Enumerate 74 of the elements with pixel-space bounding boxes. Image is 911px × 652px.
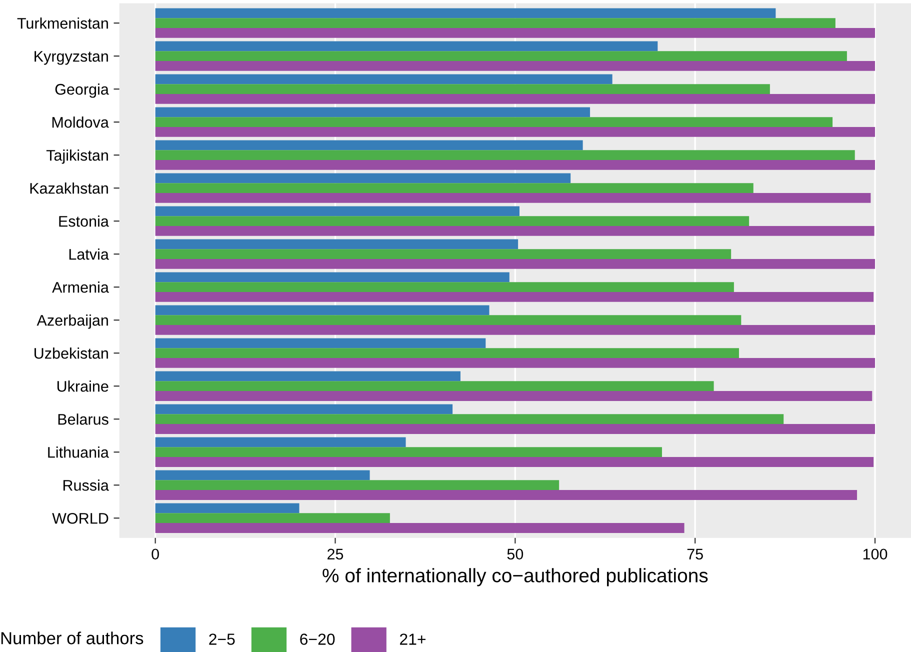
- bar: [155, 480, 560, 490]
- legend-title: Number of authors: [1, 632, 144, 644]
- y-tick-label: Belarus: [58, 414, 108, 425]
- y-tick-label: Tajikistan: [46, 150, 108, 164]
- x-axis-title: % of internationally co−authored publications: [322, 568, 708, 586]
- bar: [155, 28, 876, 38]
- x-tick-label: 100: [863, 548, 888, 560]
- bar: [155, 193, 871, 203]
- bar: [155, 523, 684, 533]
- bar: [155, 282, 734, 292]
- x-tick-label: 50: [507, 548, 524, 560]
- bar: [155, 216, 750, 226]
- bar: [155, 272, 510, 282]
- y-tick-label: Uzbekistan: [34, 348, 108, 359]
- bar: [155, 107, 590, 118]
- bar: [155, 173, 571, 184]
- bar: [155, 51, 847, 62]
- legend-label: 2−5: [209, 634, 235, 645]
- bar: [155, 292, 874, 302]
- y-tick-label: Estonia: [59, 216, 109, 227]
- bar: [155, 127, 876, 137]
- bar: [155, 140, 583, 150]
- x-tick-label: 0: [152, 548, 159, 560]
- y-tick-label: Kyrgyzstan: [34, 51, 108, 65]
- bar: [155, 84, 770, 94]
- bar: [155, 470, 370, 480]
- bar: [155, 414, 784, 424]
- bar: [155, 117, 833, 128]
- bar: [155, 305, 490, 316]
- bar: [155, 226, 874, 236]
- y-tick-label: Ukraine: [57, 380, 108, 392]
- bar: [155, 513, 390, 524]
- bar: [155, 259, 876, 269]
- bar: [155, 206, 520, 216]
- bar: [155, 74, 612, 84]
- bar: [155, 18, 836, 28]
- bar: [155, 391, 872, 401]
- y-tick-label: Kazakhstan: [30, 182, 108, 194]
- bar: [155, 404, 453, 414]
- x-tick-label: 75: [687, 548, 703, 560]
- bar: [155, 424, 876, 434]
- bar: [155, 325, 876, 335]
- y-tick-label: Russia: [63, 480, 109, 491]
- y-tick-label: Moldova: [52, 116, 109, 128]
- bar: [155, 160, 876, 170]
- y-tick-label: Turkmenistan: [17, 18, 108, 29]
- y-tick-label: Lithuania: [48, 446, 109, 458]
- bar: [155, 457, 874, 467]
- bar: [155, 315, 742, 326]
- bar: [155, 490, 858, 500]
- y-tick-label: Armenia: [52, 282, 109, 293]
- bar: [155, 371, 460, 382]
- bar: [155, 381, 714, 392]
- bar: [155, 183, 754, 194]
- bar: [155, 358, 876, 368]
- bar: [155, 41, 658, 52]
- y-tick-label: Azerbaijan: [36, 314, 108, 329]
- legend-label: 21+: [400, 634, 426, 645]
- y-tick-label: WORLD: [52, 512, 108, 524]
- bar: [155, 437, 406, 448]
- bar: [155, 338, 486, 348]
- bar: [155, 94, 876, 104]
- y-tick-label: Latvia: [69, 248, 109, 260]
- bar: [155, 61, 876, 71]
- bar: [155, 503, 300, 514]
- bar: [155, 348, 739, 358]
- bar: [155, 447, 662, 458]
- y-tick-label: Georgia: [55, 84, 109, 98]
- bar: [155, 150, 855, 160]
- bar: [155, 239, 518, 250]
- bar: [155, 8, 776, 18]
- bar: [155, 249, 732, 260]
- x-tick-label: 25: [328, 548, 344, 560]
- legend-label: 6−20: [300, 634, 335, 645]
